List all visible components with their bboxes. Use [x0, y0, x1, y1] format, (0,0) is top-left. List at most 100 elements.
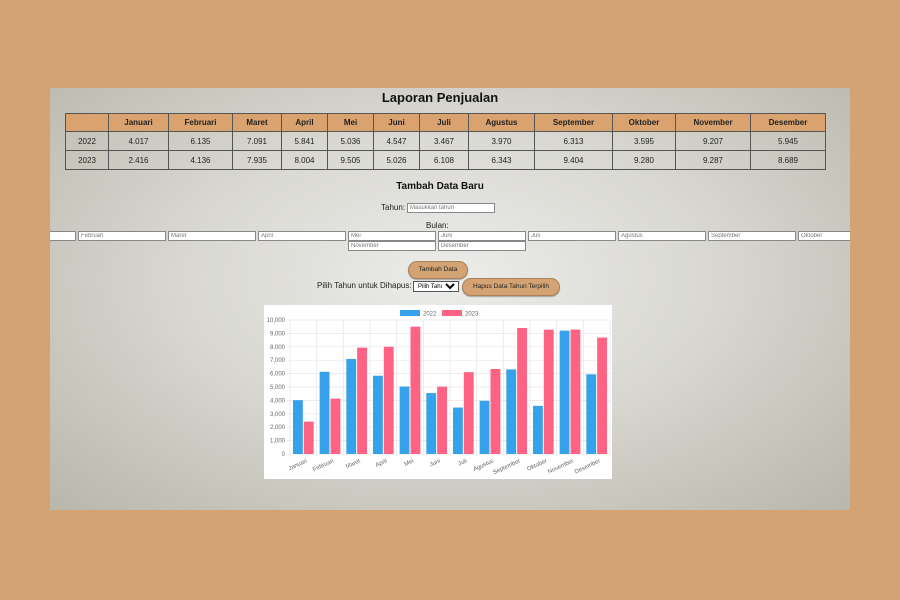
header-cell: Oktober — [612, 113, 676, 132]
sales-table: Januari Februari Maret April Mei Juni Juli Agus… — [65, 113, 826, 170]
bar — [597, 337, 608, 454]
legend-label: 2022 — [423, 312, 437, 318]
bar — [426, 393, 437, 454]
value-cell: 6.135 — [168, 131, 233, 151]
year-cell: 2023 — [65, 150, 109, 170]
header-cell: September — [534, 113, 613, 132]
bar — [543, 329, 554, 454]
month-input[interactable] — [438, 241, 526, 251]
y-tick-label: 9,000 — [270, 331, 286, 337]
value-cell: 9.207 — [675, 131, 751, 151]
month-input[interactable] — [78, 231, 166, 241]
month-label: Bulan: — [426, 221, 449, 230]
delete-button[interactable]: Hapus Data Tahun Terpilih — [462, 278, 560, 296]
form-title: Tambah Data Baru — [396, 181, 484, 192]
bar — [292, 400, 303, 454]
bar — [506, 369, 517, 454]
value-cell: 6.343 — [468, 150, 535, 170]
value-cell: 8.689 — [750, 150, 826, 170]
y-tick-label: 6,000 — [270, 372, 286, 378]
value-cell: 3.970 — [468, 131, 535, 151]
header-cell: Agustus — [468, 113, 535, 132]
chart: 0 1,000 2,000 3,000 4,000 5,000 6,000 7,000 8,00… — [267, 310, 611, 476]
y-tick-label: 5,000 — [270, 385, 286, 391]
bar — [570, 329, 581, 454]
month-input[interactable] — [798, 231, 850, 241]
bar — [372, 375, 383, 454]
value-cell: 9.287 — [675, 150, 751, 170]
legend-swatch — [400, 310, 420, 316]
legend-swatch — [442, 310, 462, 316]
x-tick-label: Februari — [312, 458, 335, 473]
year-label: Tahun: — [381, 203, 406, 212]
value-cell: 9.404 — [534, 150, 613, 170]
value-cell: 5.841 — [281, 131, 328, 151]
x-tick-label: Maret — [345, 458, 362, 470]
value-cell: 5.026 — [373, 150, 420, 170]
month-input[interactable] — [348, 241, 436, 251]
bar — [330, 398, 341, 454]
x-tick-label: Oktober — [526, 458, 548, 472]
value-cell: 4.547 — [373, 131, 420, 151]
y-tick-label: 4,000 — [270, 398, 286, 404]
header-cell: Juli — [419, 113, 469, 132]
y-tick-label: 3,000 — [270, 412, 286, 418]
x-tick-label: Juli — [457, 458, 468, 467]
header-cell: Januari — [108, 113, 169, 132]
x-tick-label: Januari — [288, 458, 308, 472]
value-cell: 7.935 — [232, 150, 282, 170]
header-cell — [65, 113, 109, 132]
header-cell: April — [281, 113, 328, 132]
bar — [410, 326, 421, 454]
month-input[interactable] — [438, 231, 526, 241]
month-input[interactable] — [708, 231, 796, 241]
month-input[interactable] — [348, 231, 436, 241]
x-tick-label: Mei — [404, 458, 415, 468]
month-input[interactable] — [50, 231, 76, 241]
header-cell: Juni — [373, 113, 420, 132]
y-tick-label: 0 — [282, 452, 286, 458]
value-cell: 6.313 — [534, 131, 613, 151]
value-cell: 6.108 — [419, 150, 469, 170]
chart-container: 0 1,000 2,000 3,000 4,000 5,000 6,000 7,000 8,00… — [264, 305, 612, 479]
x-tick-label: November — [547, 458, 575, 475]
y-tick-label: 10,000 — [267, 318, 286, 324]
month-input[interactable] — [168, 231, 256, 241]
y-tick-label: 8,000 — [270, 345, 286, 351]
header-cell: Mei — [327, 113, 374, 132]
panel: Laporan Penjualan Januari Februari Maret Ap… — [50, 88, 850, 510]
bar — [383, 346, 394, 454]
bar — [532, 405, 543, 454]
header-cell: Maret — [232, 113, 282, 132]
bar — [452, 407, 463, 454]
year-select[interactable]: Pilih Tahun — [413, 281, 459, 292]
header-cell: Desember — [750, 113, 826, 132]
delete-label: Pilih Tahun untuk Dihapus: — [317, 281, 412, 290]
value-cell: 4.136 — [168, 150, 233, 170]
month-input[interactable] — [258, 231, 346, 241]
value-cell: 8.004 — [281, 150, 328, 170]
value-cell: 3.595 — [612, 131, 676, 151]
bar — [437, 386, 448, 454]
header-cell: November — [675, 113, 751, 132]
month-input[interactable] — [618, 231, 706, 241]
add-button[interactable]: Tambah Data — [408, 261, 468, 279]
legend-label: 2023 — [465, 312, 479, 318]
value-cell: 3.467 — [419, 131, 469, 151]
month-input[interactable] — [528, 231, 616, 241]
table-row: 2023 2.416 4.136 7.935 8.004 9.505 5.026 6.108 6… — [65, 150, 826, 170]
page-title: Laporan Penjualan — [381, 90, 499, 105]
year-input[interactable] — [407, 203, 495, 213]
value-cell: 9.505 — [327, 150, 374, 170]
value-cell: 5.945 — [750, 131, 826, 151]
y-tick-label: 7,000 — [270, 358, 286, 364]
year-cell: 2022 — [65, 131, 109, 151]
x-tick-label: September — [492, 458, 521, 476]
bar — [303, 421, 314, 454]
y-tick-label: 2,000 — [270, 425, 286, 431]
bar — [357, 347, 368, 454]
x-tick-label: Desember — [574, 458, 602, 475]
bar — [319, 371, 330, 454]
header-cell: Februari — [168, 113, 233, 132]
